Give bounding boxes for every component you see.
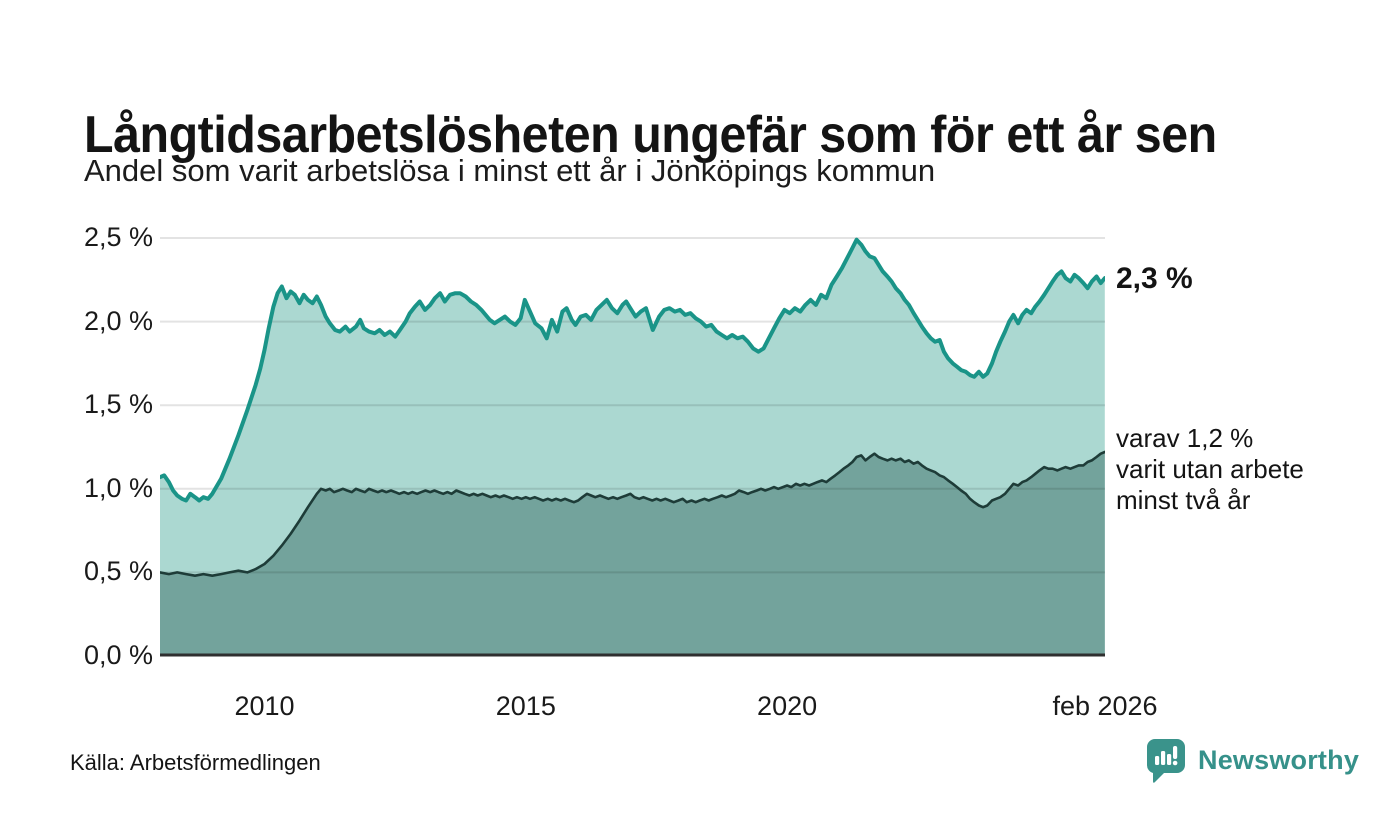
y-tick-label: 1,0 % xyxy=(83,472,153,503)
newsworthy-logo-icon xyxy=(1146,739,1185,783)
chart-subtitle: Andel som varit arbetslösa i minst ett å… xyxy=(84,153,936,188)
y-tick-label: 0,5 % xyxy=(83,556,153,587)
newsworthy-logo: Newsworthy xyxy=(1146,738,1359,788)
x-tick-label: 2020 xyxy=(757,691,818,721)
plot-area xyxy=(160,218,1105,658)
y-tick-label: 2,0 % xyxy=(83,305,153,336)
two-year-annotation: varav 1,2 % varit utan arbete minst två … xyxy=(1116,423,1304,515)
y-tick-label: 0,0 % xyxy=(83,640,153,670)
x-tick-label: feb 2026 xyxy=(1052,691,1158,721)
x-tick-label: 2015 xyxy=(495,691,556,721)
x-tick-label: 2010 xyxy=(234,691,295,721)
y-tick-label: 1,5 % xyxy=(83,389,153,420)
source-label: Källa: Arbetsförmedlingen xyxy=(70,750,321,775)
latest-value-label: 2,3 % xyxy=(1116,262,1193,295)
y-tick-label: 2,5 % xyxy=(83,222,153,252)
page-title: Långtidsarbetslösheten ungefär som för e… xyxy=(84,105,1217,164)
newsworthy-logo-text: Newsworthy xyxy=(1198,745,1360,775)
area-chart xyxy=(160,237,1105,657)
